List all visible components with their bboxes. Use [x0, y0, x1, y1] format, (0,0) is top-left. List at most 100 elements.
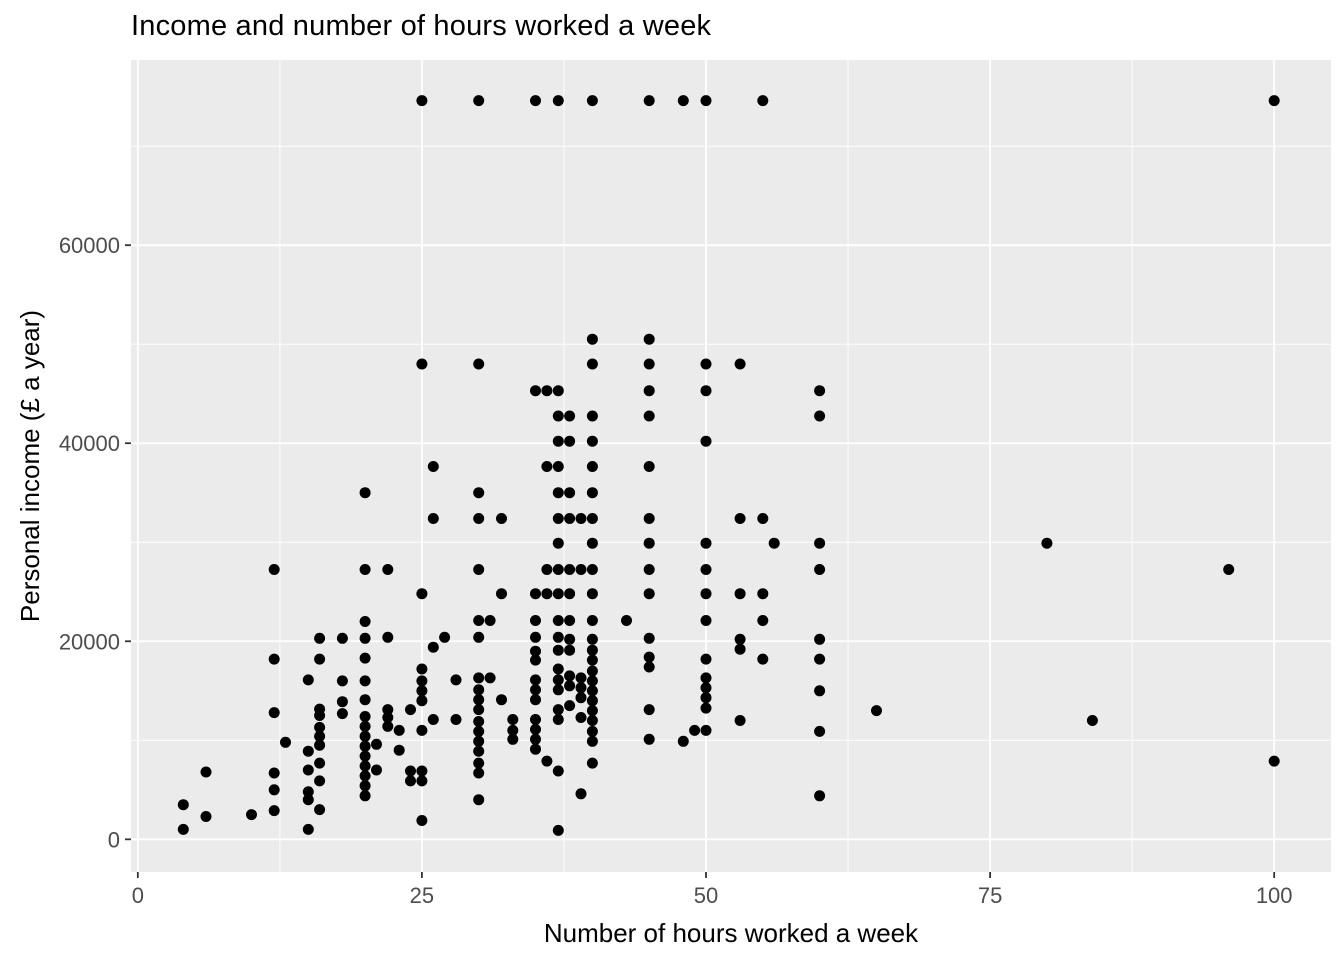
data-point — [552, 537, 564, 549]
data-point — [552, 684, 564, 696]
data-point — [1268, 95, 1280, 107]
data-point — [643, 537, 655, 549]
data-point — [473, 745, 485, 757]
data-point — [575, 682, 587, 694]
data-point — [473, 716, 485, 727]
data-point — [507, 724, 519, 736]
data-point — [541, 755, 553, 767]
data-point — [586, 461, 598, 472]
data-point — [1086, 715, 1098, 726]
data-point — [473, 694, 485, 706]
y-tick-label: 40000 — [59, 431, 120, 456]
data-point — [359, 720, 371, 732]
data-point — [552, 385, 564, 397]
data-point — [575, 712, 587, 723]
data-point — [280, 736, 291, 748]
data-point — [393, 724, 405, 736]
data-point — [814, 790, 826, 802]
data-point — [564, 615, 576, 626]
data-point — [814, 537, 826, 549]
data-point — [393, 744, 405, 756]
data-point — [700, 692, 712, 704]
data-point — [405, 765, 416, 777]
data-point — [530, 631, 541, 643]
data-point — [734, 715, 746, 726]
data-point — [552, 615, 564, 626]
data-point — [359, 740, 371, 752]
data-point — [700, 682, 712, 694]
data-point — [314, 804, 326, 816]
data-point — [734, 513, 746, 524]
minor-gridlines — [131, 60, 1331, 872]
data-point — [586, 564, 598, 575]
data-point — [643, 410, 655, 422]
data-point — [814, 410, 826, 422]
data-point — [552, 513, 564, 524]
data-point — [643, 704, 655, 716]
data-point — [677, 95, 689, 107]
data-point — [643, 733, 655, 745]
data-point — [507, 714, 519, 725]
data-point — [700, 358, 712, 370]
data-point — [382, 720, 394, 732]
data-point — [689, 724, 701, 736]
data-point — [643, 385, 655, 397]
data-point — [530, 385, 541, 397]
data-point — [564, 435, 576, 447]
data-point — [700, 435, 712, 447]
data-point — [586, 665, 598, 677]
data-point — [427, 513, 439, 524]
data-point — [586, 358, 598, 370]
data-point — [336, 696, 348, 708]
data-point — [473, 358, 485, 370]
data-point — [416, 775, 428, 787]
data-point — [336, 675, 348, 687]
data-point — [586, 513, 598, 524]
data-point — [552, 663, 564, 675]
data-point — [473, 757, 485, 769]
data-point — [359, 760, 371, 772]
x-tick-label: 75 — [978, 883, 1002, 908]
data-point — [734, 643, 746, 655]
data-point — [700, 672, 712, 684]
data-point — [359, 675, 371, 687]
data-point — [575, 692, 587, 704]
data-point — [359, 564, 371, 575]
data-point — [530, 588, 541, 600]
data-point — [1041, 537, 1053, 549]
data-point — [871, 705, 882, 717]
data-point — [552, 714, 564, 725]
y-tick-label: 20000 — [59, 629, 120, 654]
data-point — [450, 674, 462, 686]
data-point — [314, 757, 326, 769]
data-point — [416, 663, 428, 675]
data-point — [700, 653, 712, 665]
data-point — [552, 704, 564, 716]
data-point — [359, 770, 371, 782]
data-point — [268, 805, 280, 817]
data-point — [552, 674, 564, 686]
data-point — [564, 564, 576, 575]
data-point — [530, 615, 541, 626]
data-point — [757, 513, 769, 524]
data-point — [1268, 755, 1280, 767]
data-point — [336, 632, 348, 644]
data-point — [677, 735, 689, 747]
x-axis-label: Number of hours worked a week — [543, 918, 919, 948]
data-point — [552, 644, 564, 656]
data-point — [382, 564, 394, 575]
data-point — [757, 588, 769, 600]
chart-title: Income and number of hours worked a week — [131, 10, 712, 42]
data-point — [586, 695, 598, 707]
panel-background — [131, 60, 1331, 872]
data-point — [473, 564, 485, 575]
data-point — [177, 823, 189, 835]
data-point — [1223, 564, 1235, 575]
data-point — [416, 765, 428, 777]
data-point — [575, 672, 587, 684]
data-point — [473, 767, 485, 779]
data-point — [530, 723, 541, 735]
data-point — [586, 95, 598, 107]
data-point — [473, 95, 485, 107]
